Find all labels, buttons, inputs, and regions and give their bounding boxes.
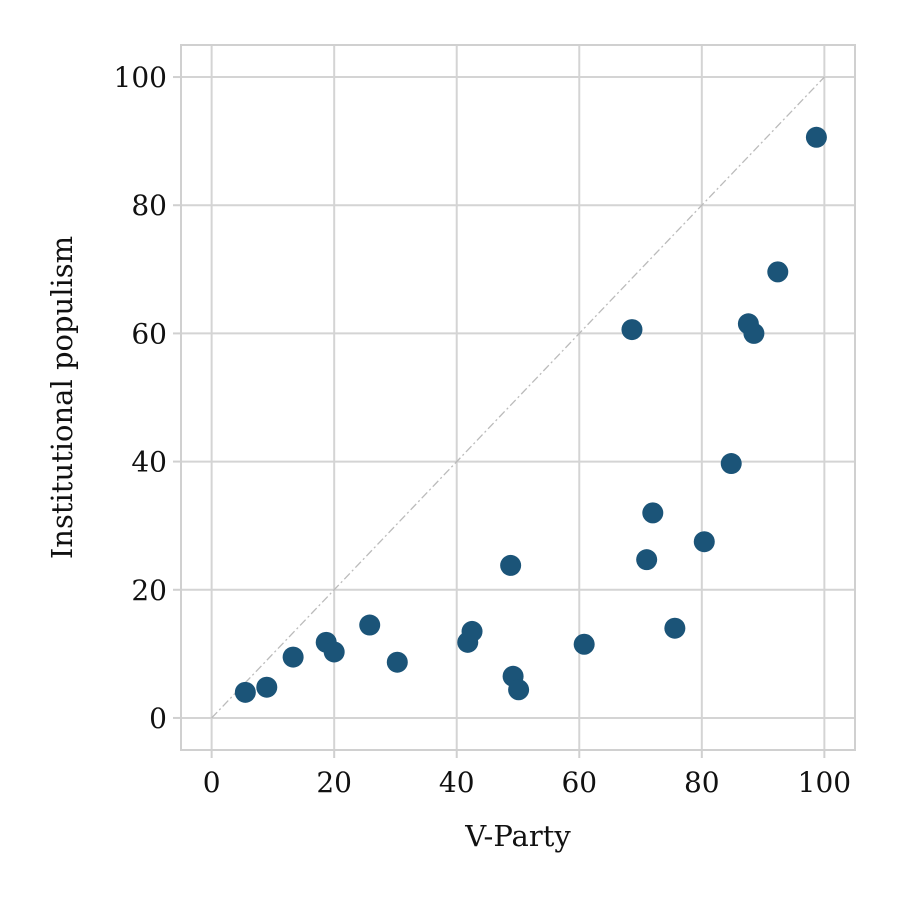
x-tick-label: 0 (203, 766, 221, 799)
data-point (693, 531, 715, 553)
x-tick-label: 40 (439, 766, 475, 799)
data-point (573, 633, 595, 655)
data-point (282, 646, 304, 668)
y-tick-label: 80 (131, 189, 167, 222)
data-point (508, 679, 530, 701)
x-tick-label: 20 (316, 766, 352, 799)
grid (181, 45, 855, 750)
data-point (664, 617, 686, 639)
x-tick-label: 80 (684, 766, 720, 799)
y-tick-label: 100 (114, 61, 167, 94)
data-point (621, 319, 643, 341)
axis-ticks: 0 20 40 60 80 100 0 20 40 60 80 100 (114, 61, 852, 799)
data-point (500, 554, 522, 576)
x-tick-label: 100 (798, 766, 851, 799)
data-point (323, 641, 345, 663)
diagonal-reference-line (211, 76, 825, 719)
y-tick-label: 20 (131, 574, 167, 607)
data-points (234, 126, 827, 703)
data-point (234, 681, 256, 703)
data-point (256, 676, 278, 698)
data-point (642, 502, 664, 524)
plot-frame (180, 44, 856, 751)
data-point (359, 614, 381, 636)
y-tick-label: 0 (149, 702, 167, 735)
data-point (636, 549, 658, 571)
y-tick-label: 60 (131, 317, 167, 350)
y-axis-label: Institutional populism (45, 236, 79, 559)
data-point (386, 651, 408, 673)
y-tick-label: 40 (131, 446, 167, 479)
data-point (461, 620, 483, 642)
x-tick-label: 60 (561, 766, 597, 799)
data-point (767, 261, 789, 283)
data-point (720, 453, 742, 475)
data-point (805, 126, 827, 148)
data-point (743, 322, 765, 344)
x-axis-label: V-Party (464, 819, 571, 853)
